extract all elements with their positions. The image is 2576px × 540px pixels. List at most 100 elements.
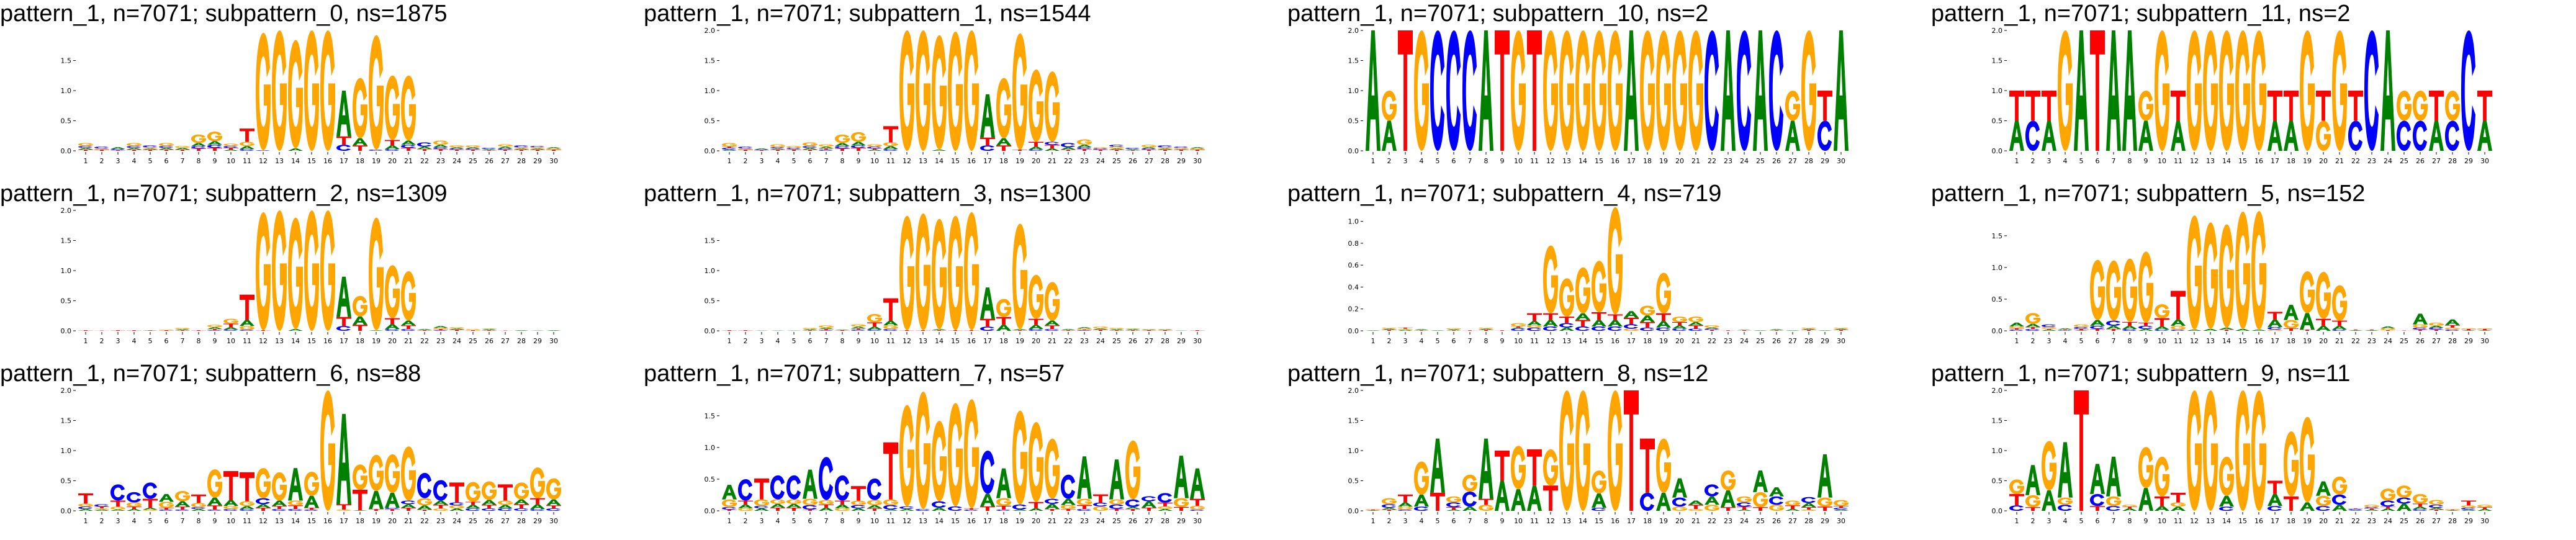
panel-title: pattern_1, n=7071; subpattern_3, ns=1300	[644, 181, 1091, 207]
x-tick-label: 13	[1562, 337, 1571, 345]
logo-letter-C	[2090, 493, 2105, 506]
x-tick-label: 6	[1452, 517, 1456, 525]
logo-letter-C	[916, 508, 930, 511]
logo-letter-G	[1834, 327, 1849, 329]
logo-letter-G	[353, 295, 367, 317]
x-tick-label: 2	[100, 517, 104, 525]
y-tick-label: 1.0	[705, 267, 716, 275]
logo-letter-G	[1190, 148, 1205, 150]
logo-letter-T	[1624, 390, 1639, 511]
x-tick-label: 19	[372, 337, 381, 345]
logo-letter-T	[207, 505, 222, 510]
logo-letter-G	[2122, 258, 2137, 322]
x-tick-label: 7	[2112, 337, 2116, 345]
x-tick-label: 2	[1387, 517, 1392, 525]
logo-letter-C	[449, 148, 464, 150]
logo-letter-A	[899, 508, 914, 511]
logo-letter-G	[932, 421, 947, 502]
panel-title: pattern_1, n=7071; subpattern_5, ns=152	[1931, 181, 2366, 207]
logo-letter-C	[2445, 329, 2460, 331]
logo-letter-G	[1142, 329, 1156, 330]
logo-letter-A	[932, 329, 947, 331]
logo-letter-A	[1479, 30, 1493, 151]
y-tick-label: 0.5	[1348, 477, 1359, 485]
logo-letter-A	[369, 490, 384, 510]
logo-letter-G	[2268, 329, 2282, 331]
logo-letter-G	[2332, 30, 2347, 151]
logo-letter-T	[1109, 150, 1124, 151]
y-tick-label: 0.5	[1348, 117, 1359, 125]
x-tick-label: 16	[1611, 517, 1619, 525]
logo-letter-G	[369, 217, 384, 331]
logo-letter-G	[1190, 505, 1205, 510]
logo-letter-G	[1462, 474, 1477, 492]
logo-letter-G	[2074, 324, 2089, 327]
logo-letter-G	[2316, 272, 2331, 319]
x-tick-label: 4	[1420, 337, 1424, 345]
panel-title: pattern_1, n=7071; subpattern_6, ns=88	[0, 361, 421, 387]
logo-letter-C	[433, 480, 448, 501]
logo-letter-T	[980, 318, 995, 327]
logo-letter-T	[835, 500, 850, 505]
logo-letter-C	[1012, 504, 1027, 510]
logo-letter-A	[417, 329, 432, 331]
x-tick-label: 9	[2144, 337, 2148, 345]
logo-letter-T	[1398, 30, 1413, 151]
logo-letter-C	[1158, 145, 1173, 148]
x-tick-label: 25	[2400, 157, 2408, 165]
logo-letter-A	[1045, 320, 1060, 326]
logo-letter-G	[1640, 305, 1655, 316]
logo-letter-A	[2009, 120, 2024, 151]
logo-letter-A	[2251, 329, 2266, 331]
panel-title: pattern_1, n=7071; subpattern_7, ns=57	[644, 361, 1065, 387]
logo-letter-A	[223, 150, 238, 151]
logo-letter-C	[159, 510, 174, 511]
x-tick-label: 13	[2206, 157, 2215, 165]
y-tick-label: 1.0	[61, 87, 72, 95]
x-tick-label: 8	[840, 517, 845, 525]
logo-letter-G	[191, 134, 206, 143]
logo-letter-C	[1061, 143, 1076, 148]
x-tick-label: 24	[2384, 157, 2392, 165]
x-tick-label: 16	[1611, 157, 1619, 165]
logo-letter-A	[2122, 508, 2137, 511]
x-tick-label: 30	[549, 517, 558, 525]
logo-letter-A	[2429, 325, 2444, 328]
logo-letter-T	[2042, 91, 2056, 121]
x-tick-label: 5	[1436, 337, 1440, 345]
logo-letter-T	[1045, 145, 1060, 149]
logo-letter-A	[2429, 508, 2444, 510]
logo-letter-A	[2316, 481, 2331, 496]
logo-letter-A	[175, 148, 190, 150]
logo-letter-G	[770, 144, 785, 148]
logo-letter-A	[288, 468, 303, 501]
x-tick-label: 15	[951, 157, 960, 165]
logo-letter-T	[803, 150, 817, 151]
logo-letter-G	[1045, 71, 1060, 142]
x-tick-label: 21	[2335, 157, 2344, 165]
x-tick-label: 3	[1403, 337, 1408, 345]
x-tick-label: 9	[1500, 337, 1505, 345]
logo-letter-C	[964, 509, 979, 511]
y-tick-label: 0.5	[1992, 295, 2003, 304]
logo-letter-C	[433, 330, 448, 331]
logo-letter-T	[530, 150, 545, 151]
logo-letter-C	[851, 505, 866, 508]
logo-letter-T	[191, 330, 206, 331]
x-tick-label: 9	[1500, 517, 1505, 525]
logo-letter-G	[417, 498, 432, 506]
x-tick-label: 29	[1177, 337, 1186, 345]
x-tick-label: 14	[935, 517, 943, 525]
logo-letter-T	[2397, 330, 2412, 331]
logo-letter-A	[1414, 494, 1429, 507]
logo-letter-C	[980, 145, 995, 151]
logo-letter-T	[2009, 91, 2024, 121]
x-tick-label: 22	[420, 337, 429, 345]
logo-letter-G	[1093, 326, 1108, 329]
x-tick-label: 2	[744, 337, 748, 345]
logo-letter-A	[1834, 30, 1849, 151]
logo-letter-G	[722, 499, 737, 507]
logo-letter-A	[127, 509, 142, 511]
logo-letter-T	[2461, 500, 2476, 506]
x-tick-label: 19	[1659, 337, 1668, 345]
